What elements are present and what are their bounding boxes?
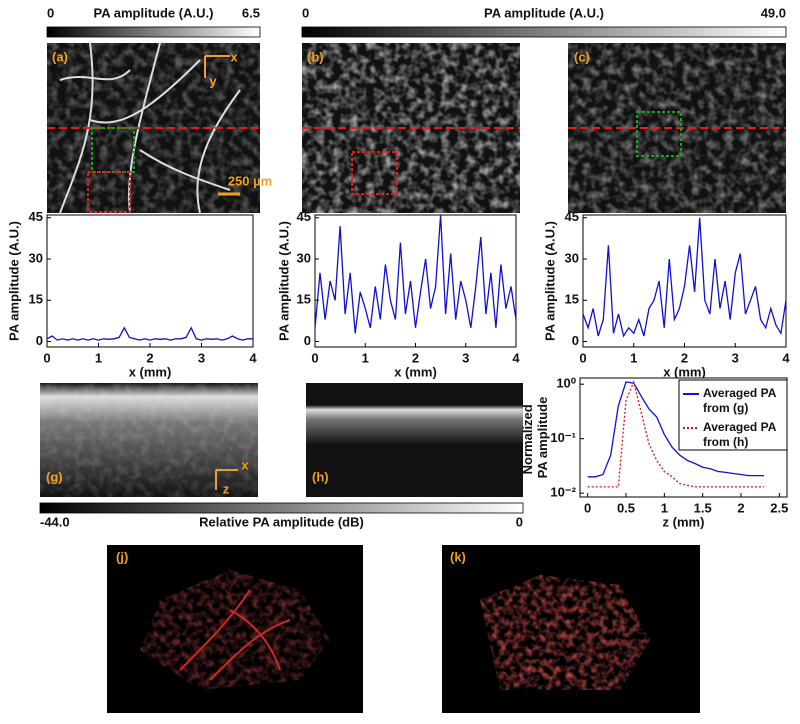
- annotation: 250 µm: [228, 173, 272, 188]
- plot-area: [582, 214, 787, 348]
- y-tick-label: 45: [297, 209, 311, 224]
- x-tick-label: 4: [782, 350, 790, 365]
- x-tick-label: 3: [732, 350, 739, 365]
- y-axis-label: PA amplitude (A.U.): [276, 221, 291, 341]
- y-tick-label: 0: [304, 333, 311, 348]
- panel-label: (j): [116, 549, 128, 564]
- x-tick-label: 2: [737, 500, 744, 515]
- x-tick-label: 0.5: [617, 500, 635, 515]
- x-tick-label: 0: [43, 350, 50, 365]
- y-tick-label: 30: [29, 250, 43, 265]
- data-line: [587, 379, 764, 488]
- image-c: [568, 43, 786, 213]
- panel-label: (c): [574, 49, 590, 64]
- x-tick-label: 4: [249, 350, 257, 365]
- y-tick-label: 45: [29, 209, 43, 224]
- image-h: [306, 383, 523, 497]
- x-tick-label: 2: [146, 350, 153, 365]
- x-tick-label: 1: [661, 500, 668, 515]
- data-line: [46, 326, 253, 341]
- panel-label: (k): [450, 549, 466, 564]
- x-tick-label: 2: [412, 350, 419, 365]
- y-tick-label: 0: [572, 333, 579, 348]
- x-axis-label: x (mm): [394, 364, 437, 379]
- x-tick-label: 3: [198, 350, 205, 365]
- image-g: [40, 383, 258, 497]
- annotation: x: [230, 49, 238, 64]
- image-b: [302, 43, 520, 213]
- x-tick-label: 1: [630, 350, 637, 365]
- y-tick-label: 15: [565, 292, 579, 307]
- panel-label: (g): [46, 469, 63, 484]
- colorbar-max: 0: [516, 514, 523, 529]
- colorbar: [39, 502, 524, 514]
- colorbar-max: 6.5: [242, 5, 260, 20]
- colorbar-label: PA amplitude (A.U.): [94, 5, 214, 20]
- x-tick-label: 3: [462, 350, 469, 365]
- colorbar-max: 49.0: [761, 5, 786, 20]
- y-tick-label: 45: [565, 209, 579, 224]
- annotation: z: [223, 481, 230, 496]
- legend-label: Averaged PA from (g): [703, 386, 779, 415]
- legend: [678, 379, 788, 451]
- x-tick-label: 1.5: [694, 500, 712, 515]
- x-axis-label: x (mm): [129, 364, 172, 379]
- colorbar: [301, 26, 787, 38]
- x-axis-label: z (mm): [663, 514, 705, 529]
- y-axis-label: PA amplitude (A.U.): [6, 221, 21, 341]
- y-tick-label: 30: [565, 250, 579, 265]
- panel-label: (a): [52, 49, 68, 64]
- colorbar-min: 0: [47, 5, 54, 20]
- panel-label: (b): [307, 49, 324, 64]
- plot-area: [46, 214, 254, 348]
- data-line: [582, 217, 787, 338]
- colorbar-label: Relative PA amplitude (dB): [199, 514, 364, 529]
- x-axis-label: x (mm): [663, 364, 706, 379]
- x-tick-label: 0: [584, 500, 591, 515]
- x-tick-label: 4: [512, 350, 520, 365]
- y-tick-label: 0: [36, 333, 43, 348]
- y-tick-label: 10⁻²: [550, 485, 576, 500]
- data-line: [314, 214, 517, 334]
- x-tick-label: 1: [362, 350, 369, 365]
- x-tick-label: 1: [95, 350, 102, 365]
- x-tick-label: 2.5: [770, 500, 788, 515]
- colorbar-min: -44.0: [40, 514, 70, 529]
- panel-label: (h): [312, 469, 329, 484]
- y-tick-label: 10⁻¹: [550, 430, 576, 445]
- image-j: [107, 545, 363, 713]
- y-axis-label: Normalized PA amplitude: [520, 397, 550, 479]
- annotation: y: [209, 73, 217, 88]
- y-tick-label: 30: [297, 250, 311, 265]
- x-tick-label: 2: [681, 350, 688, 365]
- y-tick-label: 10⁰: [556, 376, 576, 391]
- x-tick-label: 0: [311, 350, 318, 365]
- x-tick-label: 0: [579, 350, 586, 365]
- y-tick-label: 15: [297, 292, 311, 307]
- image-k: [442, 545, 700, 713]
- y-axis-label: PA amplitude (A.U.): [542, 221, 557, 341]
- data-line: [587, 381, 764, 478]
- annotation: x: [241, 457, 249, 472]
- image-a: [47, 42, 260, 214]
- y-tick-label: 15: [29, 292, 43, 307]
- legend-label: Averaged PA from (h): [703, 420, 779, 449]
- colorbar: [46, 26, 261, 38]
- colorbar-label: PA amplitude (A.U.): [484, 5, 604, 20]
- colorbar-min: 0: [302, 5, 309, 20]
